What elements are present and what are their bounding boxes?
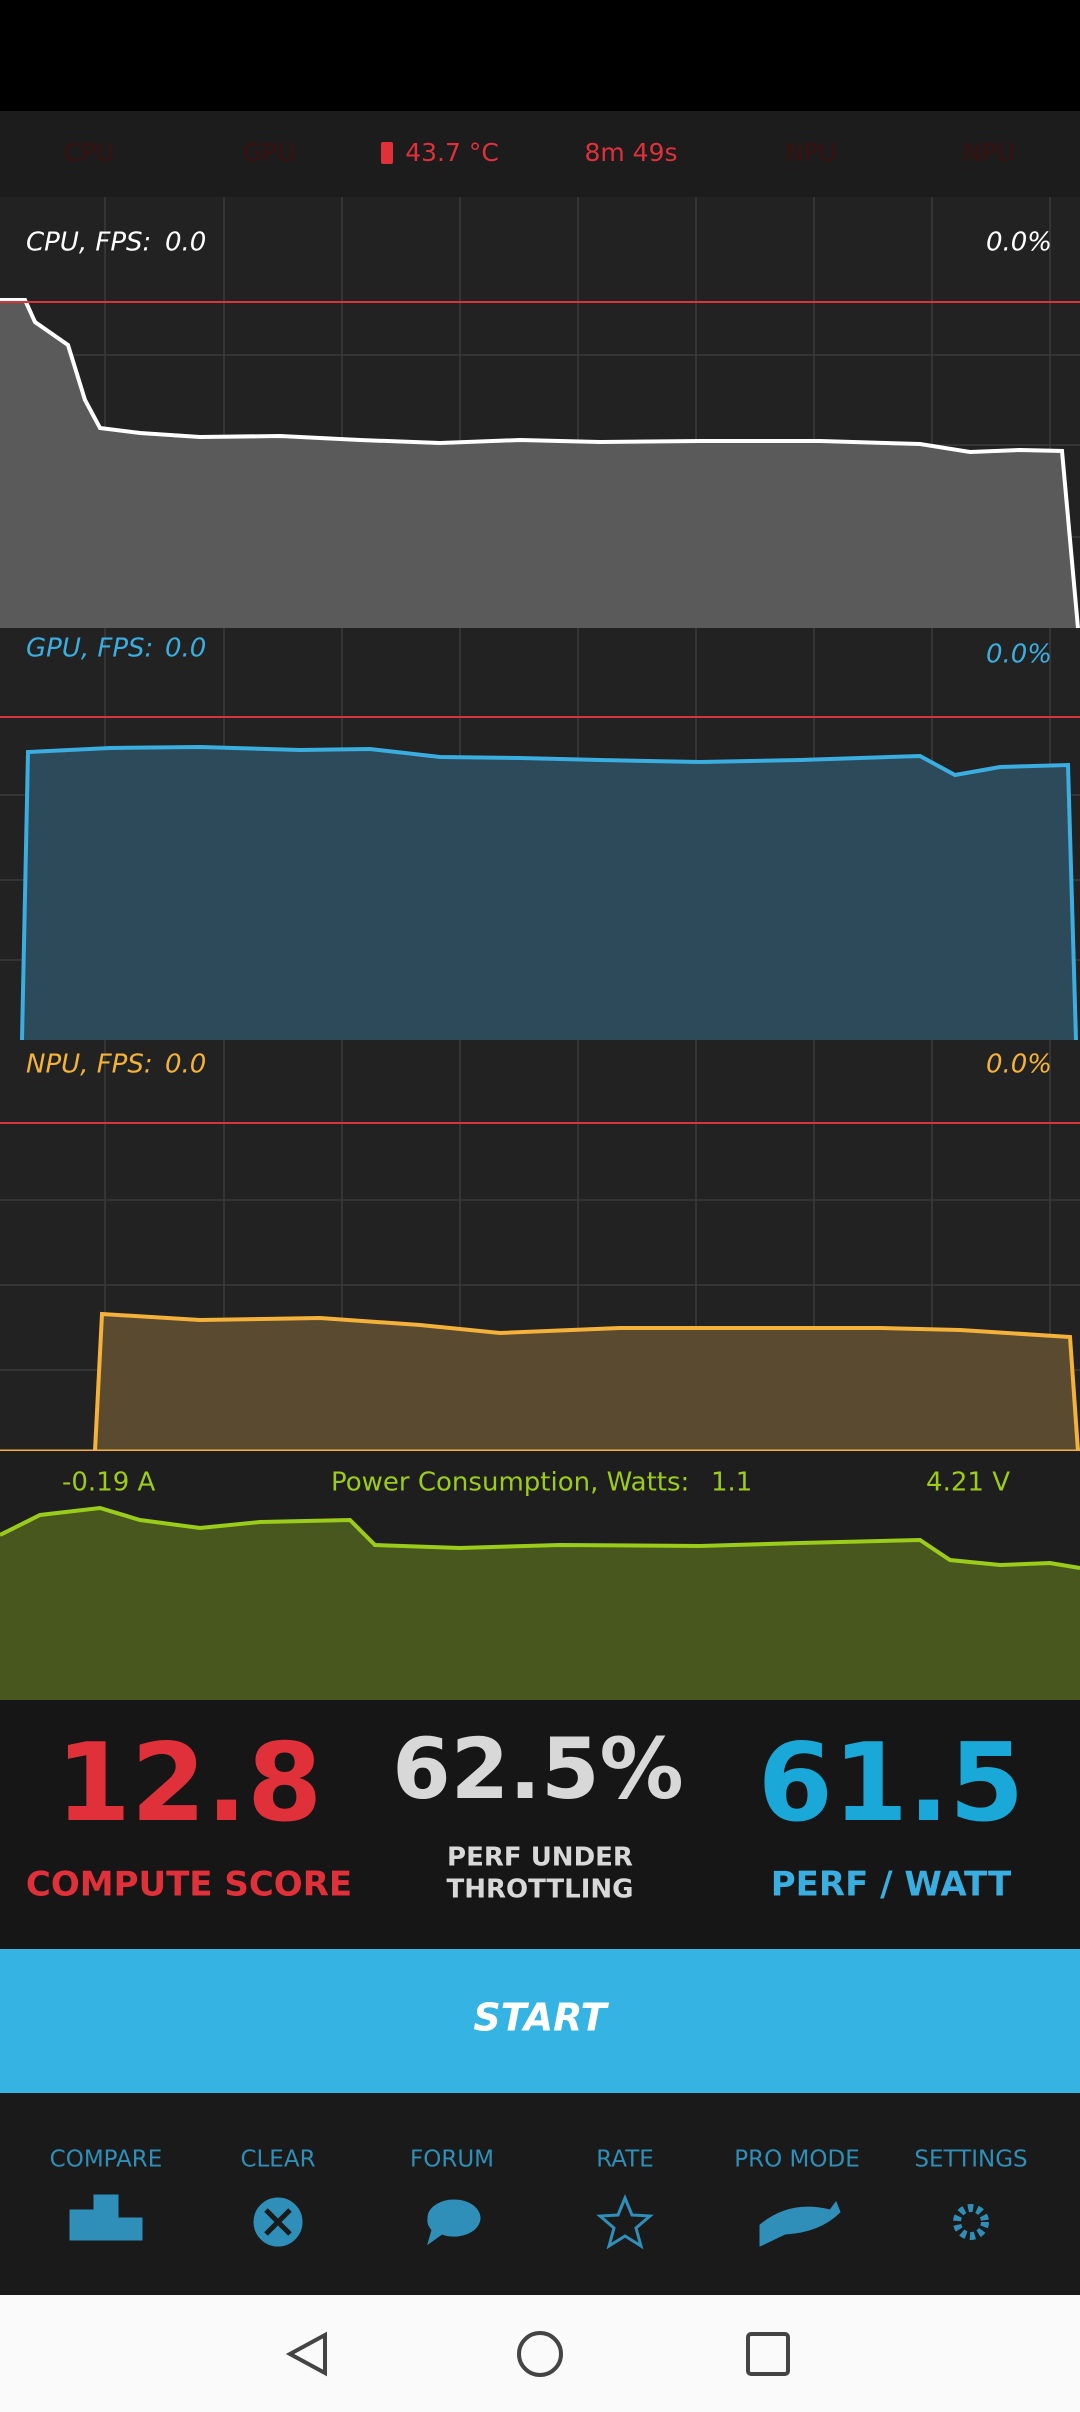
gpu-area [22, 747, 1076, 1040]
power-texts: -0.19 A Power Consumption, Watts: 1.1 4.… [62, 1468, 1010, 1498]
status-items: CPU GPU 43.7 °C 8m 49s NPU NPU [64, 138, 1015, 167]
system-nav [0, 2295, 1080, 2412]
throttling-label-2: THROTTLING [446, 1875, 633, 1905]
throttling-score: 62.5% [392, 1720, 683, 1818]
scores: 12.8 COMPUTE SCORE 62.5% PERF UNDER THRO… [26, 1720, 1024, 1905]
power-area [0, 1508, 1080, 1700]
perf-watt-score: 61.5 [758, 1721, 1024, 1846]
status-gpu: GPU [243, 138, 296, 167]
throttling-label: PERF UNDER [447, 1843, 633, 1873]
start-button[interactable] [0, 1949, 1080, 2093]
status-npu: NPU [785, 138, 837, 167]
icon-settings[interactable] [953, 2204, 989, 2240]
cpu-label: CPU, FPS: [26, 228, 151, 258]
power-line [0, 1505, 1080, 1570]
tab-settings[interactable]: SETTINGS [914, 2147, 1027, 2173]
gpu-percent: 0.0% [986, 640, 1052, 670]
power-watts: 1.1 [711, 1468, 752, 1498]
icon-compare[interactable] [69, 2194, 143, 2241]
icon-forum[interactable] [427, 2199, 481, 2246]
status-row [0, 111, 1080, 197]
tab-pro-mode[interactable]: PRO MODE [734, 2147, 859, 2173]
gpu-line [20, 744, 1078, 1041]
icon-clear-x [264, 2208, 292, 2236]
tab-icons [69, 2194, 989, 2250]
top-bar [0, 0, 1080, 111]
status-npu-2: NPU [963, 138, 1015, 167]
compute-score: 12.8 [56, 1721, 322, 1846]
nav-home[interactable] [517, 2331, 563, 2377]
battery-icon [381, 142, 393, 164]
icon-rate[interactable] [596, 2194, 654, 2250]
cpu-area [0, 300, 1078, 628]
status-temp: 43.7 °C [405, 138, 499, 167]
npu-label: NPU, FPS: [26, 1050, 153, 1080]
power-voltage: 4.21 V [926, 1468, 1010, 1498]
perf-watt-label: PERF / WATT [771, 1865, 1012, 1905]
npu-area [95, 1314, 1078, 1451]
power-label: Power Consumption, Watts: [331, 1468, 689, 1498]
tabs: COMPARE CLEAR FORUM RATE PRO MODE SETTIN… [50, 2147, 1028, 2173]
tab-clear[interactable]: CLEAR [240, 2147, 315, 2173]
icon-pro-mode[interactable] [759, 2200, 841, 2247]
power-current: -0.19 A [62, 1468, 156, 1498]
start-label[interactable]: START [473, 1996, 609, 2040]
npu-fps: 0.0 [165, 1050, 206, 1080]
cpu-line [0, 298, 1080, 629]
cpu-fps: 0.0 [165, 228, 206, 258]
tab-rate[interactable]: RATE [596, 2147, 654, 2173]
status-cpu: CPU [64, 138, 115, 167]
nav-recents[interactable] [746, 2332, 790, 2376]
compute-score-label: COMPUTE SCORE [26, 1865, 352, 1905]
nav-back[interactable] [285, 2331, 327, 2377]
cpu-percent: 0.0% [986, 228, 1052, 258]
status-time: 8m 49s [584, 138, 677, 167]
tab-forum[interactable]: FORUM [410, 2147, 494, 2173]
gpu-label: GPU, FPS: [26, 634, 153, 664]
npu-percent: 0.0% [986, 1050, 1052, 1080]
npu-line [93, 1311, 1080, 1452]
scores-panel [0, 1700, 1080, 1949]
tab-bar [0, 2093, 1080, 2295]
tab-compare[interactable]: COMPARE [50, 2147, 163, 2173]
gpu-fps: 0.0 [165, 634, 206, 664]
